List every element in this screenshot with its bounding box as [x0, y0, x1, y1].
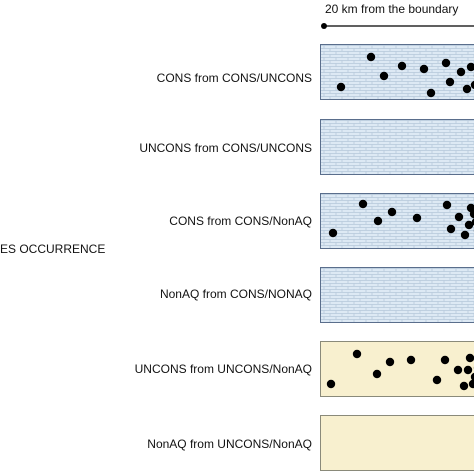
event-dot — [463, 365, 473, 375]
row-label-6: NonAQ from UNCONS/NonAQ — [147, 437, 312, 451]
event-dot — [459, 381, 469, 391]
event-dot — [446, 224, 456, 234]
event-dot — [412, 213, 422, 223]
panel-6-graphic — [321, 416, 474, 470]
panel-6 — [320, 415, 474, 471]
event-dot — [387, 207, 397, 217]
panel-5-graphic — [321, 342, 474, 396]
panel-3-graphic — [321, 194, 474, 248]
event-dot — [385, 357, 395, 367]
row-label-1: CONS from CONS/UNCONS — [156, 71, 312, 85]
panel-1-graphic — [321, 45, 474, 99]
event-dot — [470, 372, 474, 382]
event-dot — [326, 379, 336, 389]
panel-1 — [320, 44, 474, 100]
row-label-2: UNCONS from CONS/UNCONS — [139, 141, 312, 155]
event-dot — [445, 77, 455, 87]
panel-2 — [320, 119, 474, 175]
scale-bar — [321, 23, 474, 29]
event-dot — [465, 353, 474, 363]
event-dot — [372, 369, 382, 379]
scale-label: 20 km from the boundary — [325, 2, 459, 16]
event-dot — [464, 220, 474, 230]
es-occurrence-label: ES OCCURRENCE — [0, 242, 106, 256]
event-dot — [366, 52, 376, 62]
panel-4-graphic — [321, 268, 474, 322]
event-dot — [460, 230, 470, 240]
panel-4 — [320, 267, 474, 323]
event-dot — [373, 216, 383, 226]
event-dot — [466, 62, 474, 72]
event-dot — [454, 212, 464, 222]
event-dot — [441, 58, 451, 68]
event-dot — [397, 61, 407, 71]
event-dot — [432, 375, 442, 385]
event-dot — [469, 209, 474, 219]
event-dot — [468, 379, 474, 389]
event-dot — [466, 203, 474, 213]
event-dot — [470, 80, 474, 90]
row-label-4: NonAQ from CONS/NONAQ — [159, 287, 312, 301]
event-dot — [440, 355, 450, 365]
event-dot — [379, 71, 389, 81]
event-dot — [352, 349, 362, 359]
event-dot — [406, 355, 416, 365]
event-dot — [453, 365, 463, 375]
event-dot — [419, 64, 429, 74]
row-label-3: CONS from CONS/NonAQ — [169, 214, 312, 228]
event-dot — [328, 228, 338, 238]
event-dot — [442, 200, 452, 210]
panel-5 — [320, 341, 474, 397]
event-dot — [358, 199, 368, 209]
panel-2-graphic — [321, 120, 474, 174]
event-dot — [426, 88, 436, 98]
panel-3 — [320, 193, 474, 249]
event-dot — [336, 82, 346, 92]
event-dot — [462, 84, 472, 94]
event-dot — [456, 67, 466, 77]
row-label-5: UNCONS from UNCONS/NonAQ — [134, 362, 312, 376]
